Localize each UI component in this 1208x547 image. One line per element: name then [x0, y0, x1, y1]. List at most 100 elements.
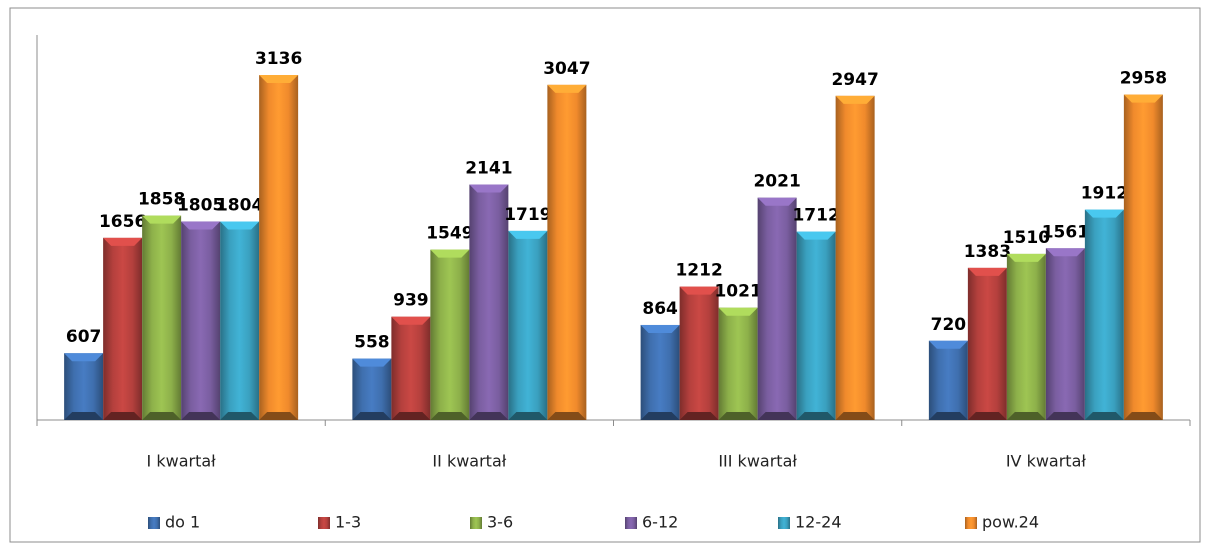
- legend-swatch: [625, 517, 637, 529]
- legend-label: 1-3: [335, 513, 361, 532]
- data-label: 1561: [1042, 222, 1089, 242]
- bar-bevel-top: [103, 237, 143, 246]
- bar: [640, 324, 680, 420]
- bar: [757, 197, 797, 420]
- bar-bevel-top: [391, 316, 431, 325]
- legend-label: 6-12: [642, 513, 678, 532]
- bar: [64, 353, 104, 420]
- bar: [547, 84, 587, 420]
- bar: [259, 75, 299, 420]
- bar: [796, 231, 836, 420]
- data-label: 864: [642, 299, 678, 319]
- bar: [142, 215, 182, 420]
- bar: [430, 249, 470, 420]
- bar: [220, 221, 260, 420]
- legend-label: pow.24: [982, 513, 1039, 532]
- data-label: 1805: [177, 195, 224, 215]
- bar-bevel-top: [928, 340, 968, 349]
- bar-bevel-top: [679, 286, 719, 295]
- bar-bevel-bottom: [430, 412, 470, 420]
- data-label: 1719: [504, 205, 551, 225]
- bar-bevel-bottom: [508, 412, 548, 420]
- bar: [835, 95, 875, 420]
- data-label: 720: [931, 315, 967, 335]
- bar-bevel-bottom: [103, 412, 143, 420]
- data-label: 1656: [99, 212, 146, 232]
- bar-bevel-top: [1006, 253, 1046, 262]
- data-label: 1858: [138, 190, 185, 210]
- legend-label: do 1: [165, 513, 200, 532]
- bar: [928, 340, 968, 420]
- data-label: 2958: [1120, 69, 1167, 89]
- x-tick-label: II kwartał: [432, 452, 506, 471]
- data-label: 1549: [426, 224, 473, 244]
- bar-bevel-top: [967, 267, 1007, 276]
- data-label: 1912: [1081, 184, 1128, 204]
- data-label: 2021: [753, 172, 800, 192]
- bar-bevel-bottom: [1006, 412, 1046, 420]
- legend-swatch: [318, 517, 330, 529]
- bar-bevel-top: [835, 95, 875, 104]
- bar-bevel-bottom: [391, 412, 431, 420]
- bar-bevel-top: [352, 358, 392, 367]
- bar: [352, 358, 392, 420]
- data-label: 1383: [964, 242, 1011, 262]
- bar-bevel-top: [508, 230, 548, 239]
- data-label: 2947: [831, 70, 878, 90]
- bar-bevel-bottom: [679, 412, 719, 420]
- bar-bevel-top: [64, 353, 104, 362]
- legend-label: 12-24: [795, 513, 842, 532]
- legend-swatch: [778, 517, 790, 529]
- bar: [181, 221, 221, 420]
- bar-bevel-top: [259, 75, 299, 84]
- data-label: 1510: [1003, 228, 1050, 248]
- bar-bevel-top: [547, 84, 587, 93]
- bar-bevel-bottom: [967, 412, 1007, 420]
- bar-bevel-bottom: [181, 412, 221, 420]
- bar-bevel-top: [1084, 209, 1124, 218]
- bar-bevel-top: [640, 324, 680, 333]
- data-label: 3136: [255, 49, 302, 69]
- data-label: 1804: [216, 196, 263, 216]
- bar-bevel-bottom: [796, 412, 836, 420]
- bar-bevel-top: [1045, 248, 1085, 257]
- legend-swatch: [470, 517, 482, 529]
- legend-swatch: [148, 517, 160, 529]
- bar: [1123, 94, 1163, 421]
- bar-bevel-top: [757, 197, 797, 206]
- legend-label: 3-6: [487, 513, 513, 532]
- data-label: 558: [354, 333, 390, 353]
- bar: [718, 307, 758, 420]
- bar: [469, 184, 509, 420]
- data-label: 3047: [543, 59, 590, 79]
- bar-bevel-top: [181, 221, 221, 230]
- bar-bevel-bottom: [142, 412, 182, 420]
- bar: [1045, 248, 1085, 420]
- x-tick-label: IV kwartał: [1006, 452, 1087, 471]
- bar-bevel-top: [796, 231, 836, 240]
- bar: [1084, 209, 1124, 420]
- data-label: 1212: [675, 261, 722, 281]
- bar-bevel-top: [718, 307, 758, 316]
- bar-bevel-bottom: [718, 412, 758, 420]
- bar-bevel-bottom: [64, 412, 104, 420]
- bar: [508, 230, 548, 420]
- data-label: 1021: [714, 282, 761, 302]
- bar-bevel-bottom: [757, 412, 797, 420]
- bar-bevel-bottom: [835, 412, 875, 420]
- bar-bevel-top: [142, 215, 182, 224]
- bar-bevel-bottom: [469, 412, 509, 420]
- bar: [1006, 253, 1046, 420]
- bar-bevel-bottom: [1084, 412, 1124, 420]
- bar-bevel-bottom: [259, 412, 299, 420]
- x-tick-label: I kwartał: [147, 452, 217, 471]
- bar-bevel-bottom: [352, 412, 392, 420]
- x-tick-label: III kwartał: [718, 452, 797, 471]
- bar-bevel-bottom: [928, 412, 968, 420]
- bar-bevel-top: [430, 249, 470, 258]
- data-label: 1712: [792, 206, 839, 226]
- bar-bevel-bottom: [640, 412, 680, 420]
- data-label: 607: [66, 327, 102, 347]
- bar-bevel-bottom: [547, 412, 587, 420]
